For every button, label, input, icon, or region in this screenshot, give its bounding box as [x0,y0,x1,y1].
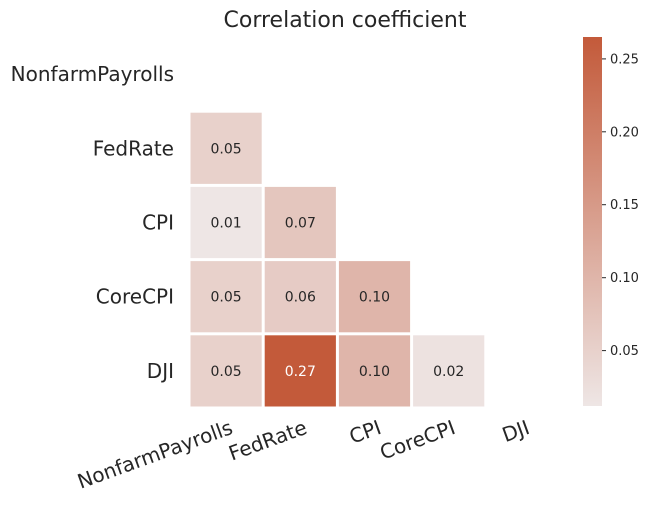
colorbar-tick-label: 0.05 [610,344,639,359]
heatmap-cells: 0.05 0.01 0.07 0.05 0.06 0.10 0.05 0.27 0.10 0.02 [190,112,485,407]
colorbar-tick-label: 0.10 [610,271,639,286]
cell-value-label: 0.02 [433,364,464,380]
cell-value-label: 0.07 [285,216,316,232]
colorbar-ticks: 0.05 0.10 0.15 0.20 0.25 [602,52,639,359]
heatmap-cell [264,261,336,333]
cell-value-label: 0.27 [285,364,316,380]
heatmap-cell [190,112,262,184]
colorbar-gradient [583,37,602,406]
x-tick-label: FedRate [225,415,310,465]
y-tick-label: CPI [142,211,174,235]
x-tick-label: DJI [499,415,533,447]
heatmap-cell [338,335,411,407]
heatmap-cell [264,186,336,259]
cell-value-label: 0.10 [359,364,390,380]
y-tick-label: FedRate [93,136,174,160]
cell-value-label: 0.06 [285,290,316,306]
heatmap-cell [190,261,262,333]
cell-value-label: 0.10 [359,290,390,306]
heatmap-cell [264,335,336,407]
colorbar-tick-label: 0.20 [610,125,639,140]
x-tick-label: NonfarmPayrolls [74,415,236,493]
heatmap-cell [190,186,262,259]
heatmap-cell [338,261,411,333]
x-tick-label: CoreCPI [377,415,459,464]
cell-value-label: 0.05 [211,141,242,157]
cell-value-label: 0.05 [211,290,242,306]
y-tick-label: DJI [147,359,174,383]
cell-value-label: 0.05 [211,364,242,380]
chart-title: Correlation coefficient [224,8,467,33]
y-tick-labels: NonfarmPayrolls FedRate CPI CoreCPI DJI [11,62,174,383]
colorbar: 0.05 0.10 0.15 0.20 0.25 [583,37,639,406]
heatmap-cell [190,335,262,407]
heatmap-cell [413,335,485,407]
cell-value-label: 0.01 [211,216,242,232]
y-tick-label: NonfarmPayrolls [11,62,174,86]
colorbar-tick-label: 0.25 [610,52,639,67]
colorbar-tick-label: 0.15 [610,198,639,213]
y-tick-label: CoreCPI [96,285,174,309]
